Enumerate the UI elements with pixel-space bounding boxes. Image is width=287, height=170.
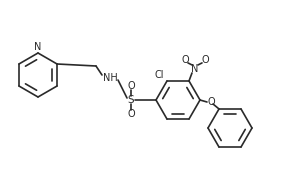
Text: O: O	[127, 81, 135, 91]
Text: N: N	[34, 42, 42, 52]
Text: O: O	[201, 55, 209, 65]
Text: Cl: Cl	[154, 70, 164, 80]
Text: O: O	[181, 55, 189, 65]
Text: NH: NH	[103, 73, 117, 83]
Text: N: N	[191, 64, 199, 74]
Text: O: O	[127, 109, 135, 119]
Text: S: S	[128, 95, 134, 105]
Text: O: O	[208, 97, 216, 107]
